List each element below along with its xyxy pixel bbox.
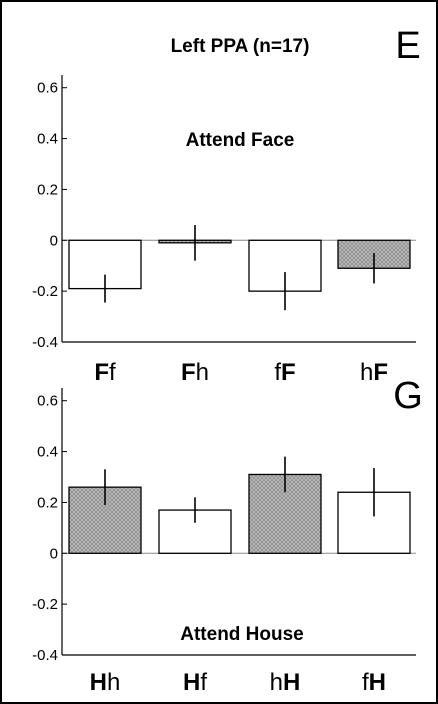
y-tick-label: -0.4 bbox=[32, 334, 58, 351]
y-tick-label: -0.2 bbox=[32, 283, 58, 300]
category-label: fH bbox=[362, 669, 386, 696]
y-tick-label: 0.2 bbox=[37, 494, 58, 511]
y-tick-label: 0 bbox=[50, 545, 58, 562]
y-tick-label: 0.4 bbox=[37, 444, 58, 461]
y-tick-label: 0.4 bbox=[37, 131, 58, 148]
panel-g: 0.6 0.4 0.2 0 -0.2 -0.4 Hh Hf hH fH Attend House G bbox=[32, 375, 423, 696]
panel-title: Left PPA (n=17) bbox=[171, 36, 310, 57]
panel-letter: E bbox=[395, 25, 420, 67]
y-tick-label: -0.4 bbox=[32, 647, 58, 664]
y-tick-label: 0 bbox=[50, 232, 58, 249]
panel-annotation: Attend Face bbox=[186, 130, 295, 151]
y-tick-label: 0.6 bbox=[37, 393, 58, 410]
category-label: hF bbox=[360, 359, 388, 386]
y-tick-label: -0.2 bbox=[32, 596, 58, 613]
panel-e: 0.6 0.4 0.2 0 -0.2 -0.4 Ff Fh fF hF Left PPA (n=17… bbox=[32, 25, 421, 386]
y-tick-label: 0.6 bbox=[37, 80, 58, 97]
panel-annotation: Attend House bbox=[180, 624, 304, 645]
category-label: fF bbox=[274, 359, 295, 386]
category-label: Hh bbox=[90, 669, 121, 696]
panel-letter: G bbox=[393, 375, 423, 417]
category-label: Ff bbox=[94, 359, 116, 386]
y-tick-label: 0.2 bbox=[37, 181, 58, 198]
category-label: Fh bbox=[181, 359, 209, 386]
category-label: hH bbox=[270, 669, 301, 696]
category-label: Hf bbox=[183, 669, 207, 696]
